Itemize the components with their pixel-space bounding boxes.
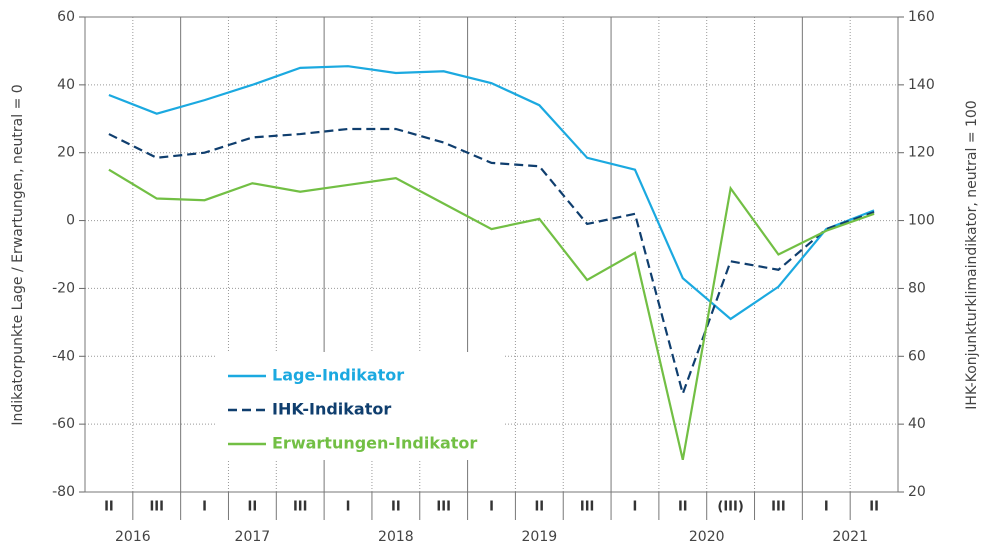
year-label: 2017 [235,529,271,545]
legend-box [215,352,505,460]
year-label: 2021 [832,529,868,545]
legend-label: IHK-Indikator [272,400,391,419]
x-tick-label: I [824,500,829,515]
year-label: 2016 [115,529,151,545]
x-tick-label: (III) [717,500,743,515]
x-tick-label: I [489,500,494,515]
y2-tick-label: 40 [908,416,926,432]
y2-axis-label: IHK-Konjunkturklimaindikator, neutral = … [964,100,980,409]
legend-label: Erwartungen-Indikator [272,434,477,453]
y2-tick-label: 160 [908,9,935,25]
x-tick-label: II [678,500,688,515]
plot-frame [84,16,899,493]
x-tick-label: III [436,500,451,515]
x-tick-label: III [580,500,595,515]
year-label: 2019 [522,529,558,545]
x-tick-label: III [771,500,786,515]
x-tick-label: I [633,500,638,515]
y-tick-label: 60 [57,9,75,25]
series-line [108,127,875,398]
x-tick-label: III [149,500,164,515]
y-tick-label: -20 [52,280,75,296]
y2-tick-label: 80 [908,280,926,296]
legend-label: Lage-Indikator [272,366,404,385]
year-label: 2018 [378,529,414,545]
y-tick-label: 0 [66,213,75,229]
x-tick-label: I [346,500,351,515]
x-tick-label: II [248,500,258,515]
y-tick-label: 20 [57,145,75,161]
y2-tick-label: 100 [908,213,935,229]
y-axis-label: Indikatorpunkte Lage / Erwartungen, neut… [10,84,26,425]
y-tick-label: -80 [52,484,75,500]
x-tick-label: II [104,500,114,515]
x-tick-label: II [391,500,401,515]
y-tick-label: 40 [57,77,75,93]
y-tick-label: -40 [52,348,75,364]
series-line [108,65,875,321]
x-tick-label: II [869,500,879,515]
x-tick-label: I [202,500,207,515]
y2-tick-label: 60 [908,348,926,364]
year-label: 2020 [689,529,725,545]
series-line [108,168,875,461]
y2-tick-label: 20 [908,484,926,500]
y-tick-label: -60 [52,416,75,432]
x-tick-label: III [293,500,308,515]
x-tick-label: II [534,500,544,515]
y2-tick-label: 140 [908,77,935,93]
y2-tick-label: 120 [908,145,935,161]
